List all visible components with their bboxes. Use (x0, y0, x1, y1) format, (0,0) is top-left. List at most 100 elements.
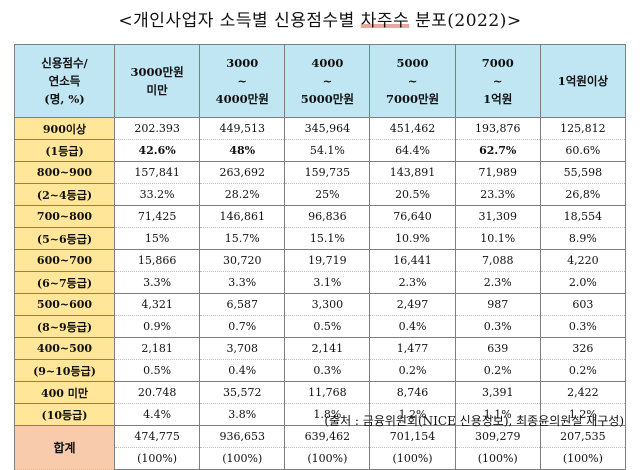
percent-cell: 64.4% (369, 139, 456, 162)
count-cell: 3,708 (199, 337, 286, 360)
row-label-grade: (9~10등급) (14, 359, 115, 382)
header-line: 4000 (311, 56, 344, 70)
header-col-4: 5000 ~ 7000만원 (369, 44, 456, 118)
count-cell: 96,836 (284, 205, 371, 228)
row-label-range: 400 미만 (14, 381, 115, 404)
count-cell: 30,720 (199, 249, 286, 272)
percent-cell: 0.9% (113, 315, 201, 338)
row-label-grade: (2~4등급) (14, 183, 115, 206)
percent-cell: 0.7% (199, 315, 286, 338)
count-cell: 143,891 (369, 161, 456, 184)
header-line: ~ (407, 74, 418, 88)
header-col-2: 3000 ~ 4000만원 (199, 44, 286, 118)
header-line: 5000 (396, 56, 429, 70)
count-cell: 4,220 (539, 249, 627, 272)
percent-cell: 25% (284, 183, 371, 206)
percent-cell: 0.2% (369, 359, 456, 382)
header-corner-line: (명, %) (44, 92, 85, 106)
count-cell: 18,554 (539, 205, 627, 228)
count-cell: 639 (454, 337, 541, 360)
table-row: 400~500 2,181 3,708 2,141 1,477 639 326 (14, 337, 627, 360)
title-highlight: 차주수 (360, 11, 410, 31)
total-count-cell: 936,653 (199, 425, 286, 448)
title-prefix: <개인사업자 소득별 신용점수별 (118, 11, 361, 31)
count-cell: 7,088 (454, 249, 541, 272)
row-label-grade: (6~7등급) (14, 271, 115, 294)
table-row: (2~4등급) 33.2% 28.2% 25% 20.5% 23.3% 26,8% (14, 183, 627, 206)
percent-cell: 26,8% (539, 183, 627, 206)
percent-cell: 2.3% (454, 271, 541, 294)
row-label-grade: (10등급) (14, 403, 115, 426)
count-cell: 19,719 (284, 249, 371, 272)
header-corner: 신용점수/ 연소득 (명, %) (14, 44, 115, 118)
count-cell: 16,441 (369, 249, 456, 272)
credit-score-income-table: 신용점수/ 연소득 (명, %) 3000만원 미만 3000 ~ 4000만원… (14, 44, 627, 470)
row-label-grade: (8~9등급) (14, 315, 115, 338)
percent-cell: 15.7% (199, 227, 286, 250)
table-row: 500~600 4,321 6,587 3,300 2,497 987 603 (14, 293, 627, 316)
header-corner-line: 연소득 (48, 74, 81, 88)
row-label-range: 800~900 (14, 161, 115, 184)
header-line: 3000만원 (130, 65, 184, 79)
header-col-6: 1억원이상 (539, 44, 627, 118)
row-label-range: 500~600 (14, 293, 115, 316)
percent-cell: 3.3% (199, 271, 286, 294)
percent-cell: 0.5% (113, 359, 201, 382)
percent-cell: 10.1% (454, 227, 541, 250)
header-line: 5000만원 (300, 92, 354, 106)
header-col-3: 4000 ~ 5000만원 (284, 44, 371, 118)
percent-cell: 0.4% (199, 359, 286, 382)
percent-cell: 20.5% (369, 183, 456, 206)
percent-cell: 23.3% (454, 183, 541, 206)
count-cell: 157,841 (113, 161, 201, 184)
percent-cell: 2.3% (369, 271, 456, 294)
percent-cell: 3.8% (199, 403, 286, 426)
count-cell: 71,989 (454, 161, 541, 184)
percent-cell: 33.2% (113, 183, 201, 206)
total-label: 합계 (14, 425, 115, 470)
table-row: (9~10등급) 0.5% 0.4% 0.3% 0.2% 0.2% 0.2% (14, 359, 627, 382)
count-cell: 1,477 (369, 337, 456, 360)
count-cell: 263,692 (199, 161, 286, 184)
count-cell: 987 (454, 293, 541, 316)
percent-cell: 0.3% (539, 315, 627, 338)
count-cell: 202.393 (113, 117, 201, 140)
total-percent-cell: (100%) (369, 447, 456, 470)
count-cell: 31,309 (454, 205, 541, 228)
header-col-5: 7000 ~ 1억원 (454, 44, 541, 118)
count-cell: 193,876 (454, 117, 541, 140)
header-line: 4000만원 (215, 92, 269, 106)
count-cell: 11,768 (284, 381, 371, 404)
title-suffix: 분포(2022)> (409, 11, 522, 31)
table-row: (6~7등급) 3.3% 3.3% 3.1% 2.3% 2.3% 2.0% (14, 271, 627, 294)
row-label-grade: (1등급) (14, 139, 115, 162)
percent-cell: 10.9% (369, 227, 456, 250)
count-cell: 345,964 (284, 117, 371, 140)
percent-cell: 2.0% (539, 271, 627, 294)
table-row: 400 미만 20.748 35,572 11,768 8,746 3,391 2,422 (14, 381, 627, 404)
table-row: (8~9등급) 0.9% 0.7% 0.5% 0.4% 0.3% 0.3% (14, 315, 627, 338)
percent-cell: 42.6% (113, 139, 201, 162)
count-cell: 125,812 (539, 117, 627, 140)
count-cell: 6,587 (199, 293, 286, 316)
percent-cell: 0.2% (454, 359, 541, 382)
percent-cell: 54.1% (284, 139, 371, 162)
count-cell: 2,497 (369, 293, 456, 316)
total-percent-cell: (100%) (284, 447, 371, 470)
percent-cell: 0.2% (539, 359, 627, 382)
count-cell: 146,861 (199, 205, 286, 228)
percent-cell: 28.2% (199, 183, 286, 206)
header-line: ~ (492, 74, 503, 88)
table-row: 600~700 15,866 30,720 19,719 16,441 7,088 4,22… (14, 249, 627, 272)
header-col-1: 3000만원 미만 (113, 44, 201, 118)
row-label-range: 700~800 (14, 205, 115, 228)
total-percent-cell: (100%) (199, 447, 286, 470)
row-label-range: 900이상 (14, 117, 115, 140)
count-cell: 71,425 (113, 205, 201, 228)
header-line: ~ (322, 74, 333, 88)
table-row: 700~800 71,425 146,861 96,836 76,640 31,309 18… (14, 205, 627, 228)
header-corner-line: 신용점수/ (41, 56, 88, 70)
percent-cell: 62.7% (454, 139, 541, 162)
percent-cell: 15.1% (284, 227, 371, 250)
header-line: 1억원이상 (557, 74, 609, 88)
